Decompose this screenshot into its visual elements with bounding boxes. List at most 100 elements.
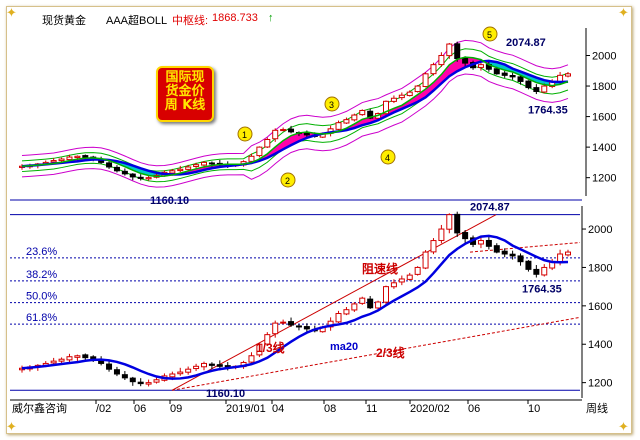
badge-line: 货金价 [165, 84, 205, 99]
indicator-name: AAA超BOLL [106, 15, 168, 27]
wave-marker-label: 4 [385, 153, 390, 163]
top-panel: 1200 1400 1600 1800 2000 2074.87 1764.35 1160.1… [19, 26, 616, 207]
candle-body [343, 309, 350, 315]
candle-body [50, 360, 57, 364]
candle-body [113, 369, 120, 375]
candle-body [430, 64, 437, 75]
candle-body [58, 358, 65, 362]
ma20-line [21, 234, 569, 380]
candle-body [137, 381, 144, 385]
candle-body [454, 43, 461, 60]
candle-body [106, 363, 113, 370]
bottom-label: 1160.10 [150, 195, 189, 207]
candle-body [121, 374, 128, 379]
candle-body [565, 73, 571, 77]
candle-body [525, 260, 532, 270]
mid-line-value: 1868.733 [212, 12, 258, 24]
y-tick-label: 1200 [592, 173, 616, 185]
title-badge: 国际现 货金价 周 K线 [156, 66, 214, 122]
x-tick-label: 04 [272, 403, 284, 415]
candle-body [565, 251, 571, 256]
candle-body [264, 138, 271, 148]
x-tick-label: 06 [134, 403, 146, 415]
wave-marker-label: 5 [487, 30, 492, 40]
candle-body [541, 266, 548, 276]
y-tick-label: 1600 [588, 301, 612, 313]
corner-star-icon: ✦ [6, 419, 17, 434]
candle-body [351, 114, 358, 121]
candle-body [185, 368, 192, 373]
candle-body [414, 85, 421, 93]
candle-body [295, 325, 302, 328]
candle-body [145, 177, 152, 180]
candle-body [201, 362, 207, 368]
candle-body [208, 363, 215, 366]
candle-body [422, 73, 429, 88]
x-tick-label: 09 [170, 403, 182, 415]
candle-body [422, 251, 429, 269]
candle-body [288, 321, 295, 326]
y-tick-label: 1600 [592, 112, 616, 124]
low-label: 1764.35 [528, 104, 568, 116]
ma20-label: ma20 [330, 341, 358, 353]
wave-marker [237, 126, 253, 142]
candle-body [533, 268, 540, 275]
one-third-line [171, 316, 581, 391]
candle-body [74, 155, 81, 159]
badge-line: 周 K线 [164, 98, 206, 113]
candle-body [256, 146, 263, 157]
candle-body [248, 355, 255, 363]
candle-body [66, 156, 73, 161]
candle-body [533, 87, 540, 92]
high-label: 2074.87 [470, 202, 510, 214]
candle-body [121, 170, 128, 175]
candle-body [485, 239, 492, 247]
candle-body [137, 176, 144, 179]
candle-body [398, 94, 405, 99]
candle-body [438, 54, 445, 66]
x-tick-label: 10 [528, 403, 540, 415]
candle-body [446, 43, 453, 57]
candle-body [367, 298, 374, 309]
candle-body [501, 72, 508, 76]
bottom-label: 1160.10 [206, 388, 245, 400]
resistance-label: 阻速线 [362, 261, 398, 276]
y-tick-label: 1400 [592, 142, 616, 154]
candle-body [129, 377, 136, 383]
x-tick-label: 2019/01 [226, 403, 266, 415]
bottom-panel: 1200 1400 1600 1800 2000 23.6% 38.2% 50.0% 61.8%… [10, 202, 612, 400]
y-tick-label: 2000 [592, 50, 616, 62]
extension-line [469, 241, 581, 253]
y-tick-label: 1800 [592, 81, 616, 93]
candle-body [248, 155, 255, 162]
candle-body [288, 128, 295, 133]
mid-line-label: 中枢线: [172, 15, 209, 27]
fib-label: 61.8% [26, 312, 57, 324]
candle-body [501, 250, 508, 255]
candle-body [446, 214, 453, 230]
candle-body [177, 371, 184, 375]
candle-body [383, 100, 389, 115]
candle-body [82, 354, 89, 359]
candle-body [509, 75, 516, 78]
y-tick-label: 1200 [588, 378, 612, 390]
candle-body [50, 160, 57, 163]
publisher-label: 威尔鑫咨询 [12, 401, 67, 415]
candle-body [153, 379, 160, 383]
candle-body [216, 364, 223, 367]
candle-body [106, 162, 113, 168]
candle-body [343, 119, 350, 124]
x-tick-label: 06 [468, 403, 480, 415]
candle-body [169, 373, 176, 378]
up-arrow-icon: ↑ [268, 12, 274, 24]
candle-body [129, 173, 136, 178]
wave-marker-label: 3 [329, 100, 334, 110]
wave-marker [280, 172, 296, 188]
corner-star-icon: ✦ [6, 5, 17, 20]
candle-body [201, 161, 207, 166]
x-tick-label: 11 [366, 403, 377, 415]
mid-line [21, 56, 569, 178]
candle-body [113, 166, 120, 172]
fib-label: 23.6% [26, 246, 57, 258]
y-tick-label: 1800 [588, 262, 612, 274]
